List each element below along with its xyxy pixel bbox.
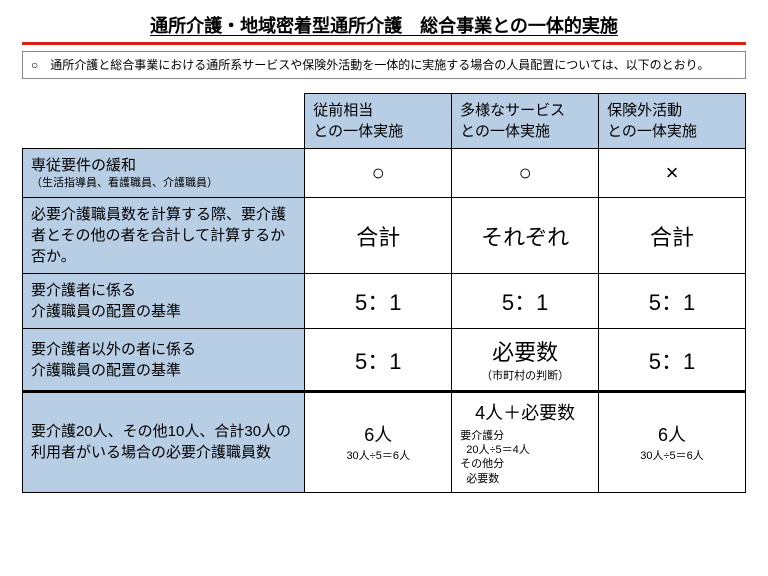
col-header-1: 多様なサービスとの一体実施 xyxy=(452,94,599,149)
cell-2-1: 5：1 xyxy=(452,274,599,329)
row-header-3: 要介護者以外の者に係る介護職員の配置の基準 xyxy=(23,329,305,391)
cell-2-0: 5：1 xyxy=(305,274,452,329)
note-box: ○ 通所介護と総合事業における通所系サービスや保険外活動を一体的に実施する場合の… xyxy=(22,51,746,79)
title-rule xyxy=(22,42,746,45)
cell-4-1: 4人＋必要数要介護分 20人÷5＝4人その他分 必要数 xyxy=(452,391,599,492)
cell-1-2: 合計 xyxy=(599,198,746,274)
col-header-2: 保険外活動との一体実施 xyxy=(599,94,746,149)
cell-0-2: × xyxy=(599,149,746,198)
col-header-0: 従前相当との一体実施 xyxy=(305,94,452,149)
cell-3-2: 5：1 xyxy=(599,329,746,391)
page-title: 通所介護・地域密着型通所介護 総合事業との一体的実施 xyxy=(22,12,746,38)
row-header-0: 専従要件の緩和（生活指導員、看護職員、介護職員） xyxy=(23,149,305,198)
cell-2-2: 5：1 xyxy=(599,274,746,329)
cell-4-2: 6人30人÷5＝6人 xyxy=(599,391,746,492)
cell-3-0: 5：1 xyxy=(305,329,452,391)
cell-1-1: それぞれ xyxy=(452,198,599,274)
cell-0-1: ○ xyxy=(452,149,599,198)
cell-0-0: ○ xyxy=(305,149,452,198)
cell-3-1: 必要数（市町村の判断） xyxy=(452,329,599,391)
main-table: 従前相当との一体実施多様なサービスとの一体実施保険外活動との一体実施 専従要件の… xyxy=(22,93,746,493)
table-corner xyxy=(23,94,305,149)
row-header-4: 要介護20人、その他10人、合計30人の利用者がいる場合の必要介護職員数 xyxy=(23,391,305,492)
cell-1-0: 合計 xyxy=(305,198,452,274)
row-header-2: 要介護者に係る介護職員の配置の基準 xyxy=(23,274,305,329)
cell-4-0: 6人30人÷5＝6人 xyxy=(305,391,452,492)
row-header-1: 必要介護職員数を計算する際、要介護者とその他の者を合計して計算するか否か。 xyxy=(23,198,305,274)
